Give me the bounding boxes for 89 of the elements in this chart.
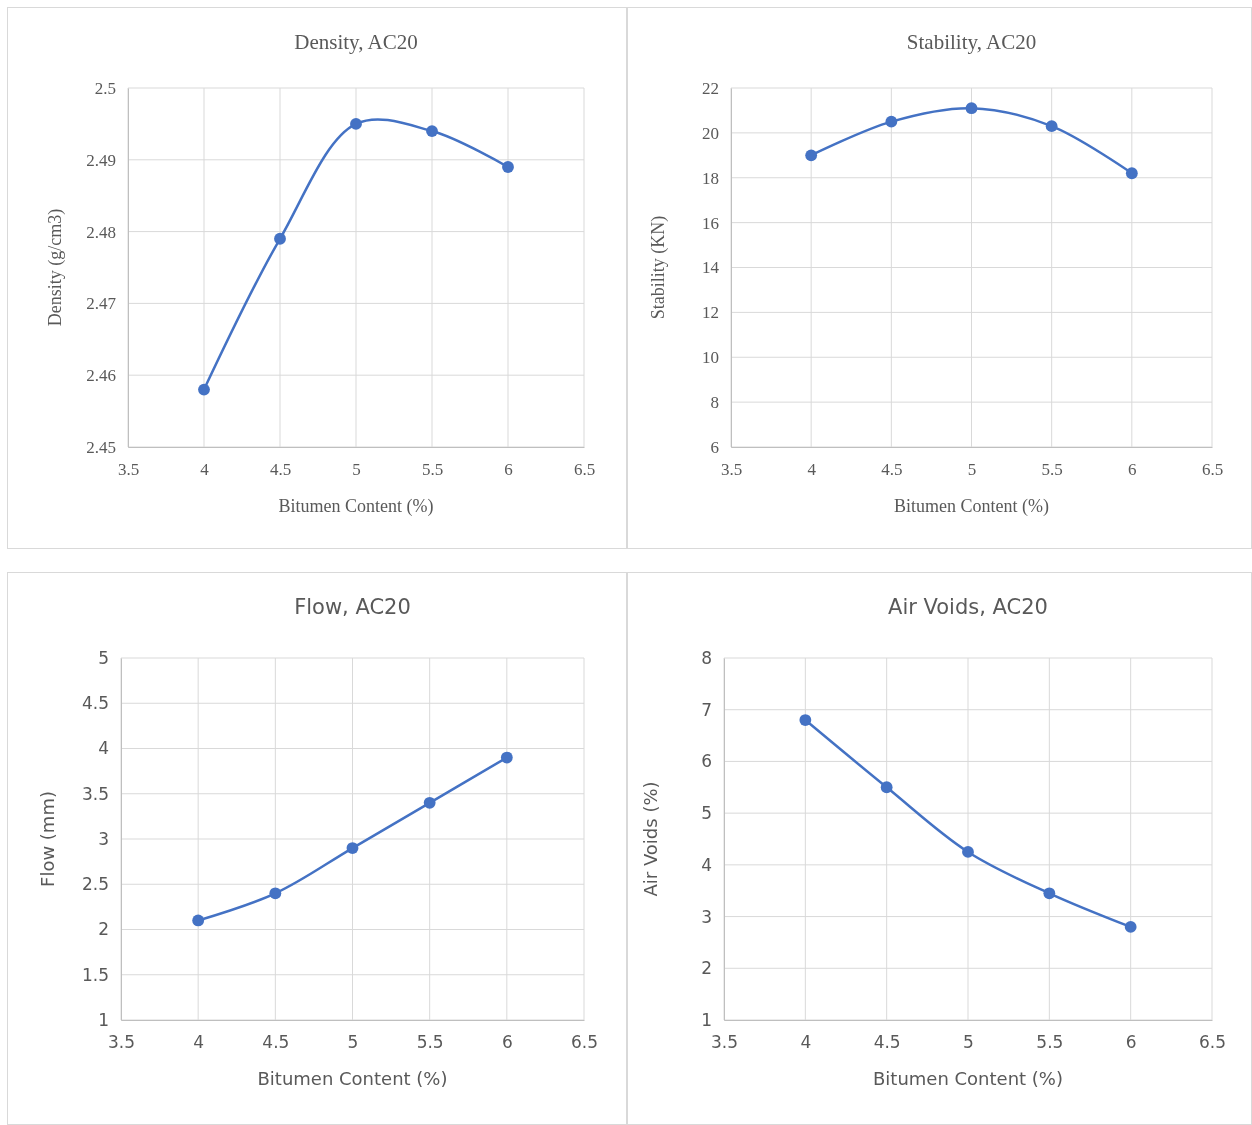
point <box>962 846 974 858</box>
y-tick-label: 6 <box>701 751 712 772</box>
y-tick-label: 5 <box>701 803 712 824</box>
x-tick-label: 5.5 <box>421 460 444 480</box>
chart-title: Flow, AC20 <box>294 595 411 619</box>
y-tick-label: 4 <box>701 854 712 875</box>
y-tick-label: 20 <box>702 123 719 143</box>
y-tick-label: 3 <box>701 906 712 927</box>
point <box>426 125 438 137</box>
x-tick-label: 4 <box>800 1032 812 1053</box>
y-tick-label: 1 <box>98 1009 109 1030</box>
point <box>350 117 362 130</box>
x-tick-label: 4.5 <box>881 460 903 480</box>
y-tick-label: 6 <box>710 437 719 457</box>
y-tick-label: 2.45 <box>86 437 116 457</box>
point <box>1043 887 1056 900</box>
y-axis-title: Flow (mm) <box>37 791 58 887</box>
x-axis-title: Bitumen Content (%) <box>278 496 434 517</box>
y-tick-label: 2.5 <box>81 874 109 895</box>
point <box>1125 167 1138 180</box>
y-tick-label: 2 <box>701 958 712 979</box>
y-tick-label: 2 <box>98 919 109 940</box>
point <box>502 161 514 173</box>
point <box>274 232 286 245</box>
y-tick-label: 8 <box>701 647 712 668</box>
point <box>1124 921 1137 933</box>
point <box>799 714 812 726</box>
x-tick-label: 5.5 <box>416 1032 444 1053</box>
chart-title: Density, AC20 <box>294 30 418 54</box>
x-axis-title: Bitumen Content (%) <box>894 496 1049 517</box>
x-tick-label: 6 <box>501 1032 513 1053</box>
y-tick-label: 1.5 <box>81 964 109 985</box>
x-tick-label: 5 <box>347 1032 359 1053</box>
y-tick-label: 1 <box>701 1009 712 1030</box>
y-axis-title: Air Voids (%) <box>640 781 661 897</box>
point <box>192 914 205 927</box>
x-tick-label: 6.5 <box>1201 460 1224 480</box>
point <box>880 781 893 794</box>
point <box>885 115 898 128</box>
x-tick-label: 6.5 <box>573 460 596 480</box>
y-tick-label: 10 <box>702 348 719 368</box>
point <box>1045 120 1058 133</box>
point <box>198 383 210 396</box>
point <box>805 149 818 162</box>
y-tick-label: 2.48 <box>86 222 116 242</box>
x-tick-label: 5 <box>963 1032 974 1053</box>
x-tick-label: 6 <box>1125 1032 1137 1053</box>
point <box>346 842 359 854</box>
x-tick-label: 6 <box>1128 460 1137 480</box>
y-tick-label: 2.5 <box>94 78 116 98</box>
x-axis-title: Bitumen Content (%) <box>257 1068 448 1089</box>
y-tick-label: 16 <box>702 213 719 233</box>
y-tick-label: 2.47 <box>86 294 117 314</box>
y-tick-label: 2.46 <box>86 366 116 386</box>
x-tick-label: 3.5 <box>117 460 140 480</box>
point <box>423 796 436 809</box>
x-tick-label: 4.5 <box>873 1032 901 1053</box>
x-tick-label: 4 <box>200 460 210 480</box>
x-tick-label: 4 <box>807 460 817 480</box>
point <box>500 751 513 764</box>
x-tick-label: 6.5 <box>1198 1032 1227 1053</box>
y-tick-label: 7 <box>701 699 712 720</box>
x-tick-label: 4.5 <box>262 1032 290 1053</box>
y-tick-label: 2.49 <box>86 150 116 170</box>
y-tick-label: 22 <box>702 78 719 98</box>
y-tick-label: 4.5 <box>81 693 109 714</box>
x-tick-label: 4.5 <box>269 460 292 480</box>
x-tick-label: 4 <box>193 1032 205 1053</box>
y-tick-label: 3.5 <box>81 783 109 804</box>
y-tick-label: 18 <box>702 168 719 188</box>
x-axis-title: Bitumen Content (%) <box>872 1068 1064 1089</box>
x-tick-label: 5 <box>352 460 361 480</box>
point <box>269 887 282 900</box>
y-tick-label: 4 <box>98 738 109 759</box>
x-tick-label: 5.5 <box>1036 1032 1064 1053</box>
chart-title: Stability, AC20 <box>906 30 1037 54</box>
y-tick-label: 14 <box>702 258 720 278</box>
x-tick-label: 5 <box>967 460 977 480</box>
x-tick-label: 6 <box>504 460 513 480</box>
x-tick-label: 5.5 <box>1041 460 1063 480</box>
point <box>965 102 978 115</box>
y-tick-label: 3 <box>98 828 109 849</box>
y-tick-label: 8 <box>710 393 719 413</box>
y-tick-label: 5 <box>98 647 109 668</box>
y-axis-title: Density (g/cm3) <box>45 208 66 327</box>
y-tick-label: 12 <box>702 303 719 323</box>
x-tick-label: 6.5 <box>570 1032 599 1053</box>
chart-title: Air Voids, AC20 <box>888 595 1048 619</box>
y-axis-title: Stability (KN) <box>648 215 669 320</box>
